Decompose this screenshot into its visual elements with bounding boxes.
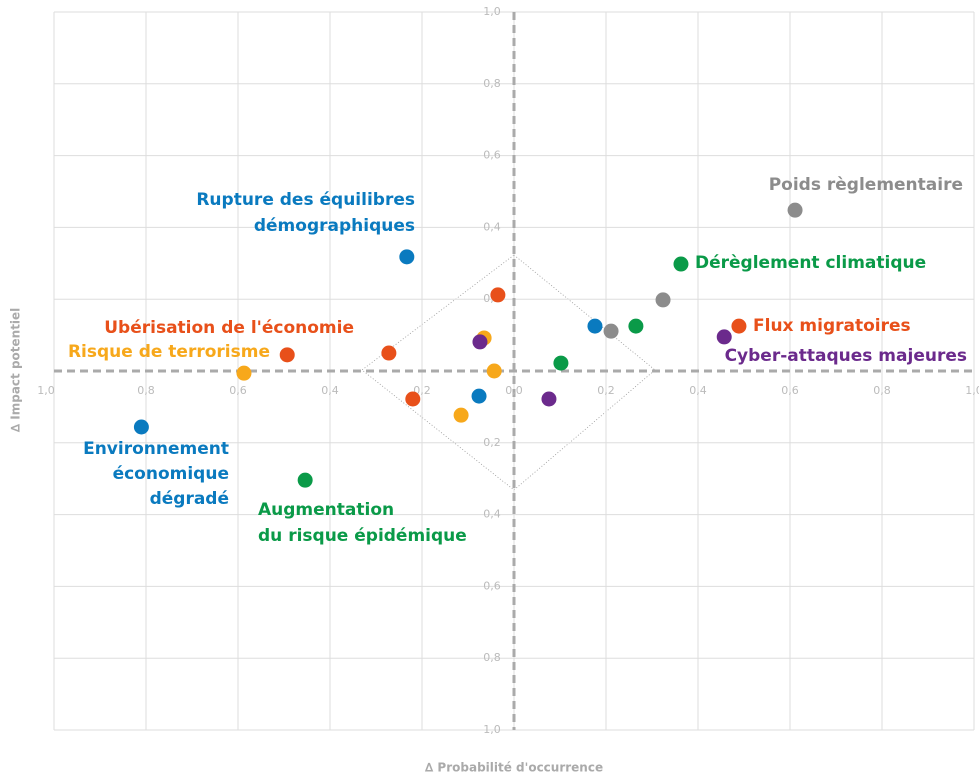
x-tick-label: 0,0 (505, 384, 523, 397)
point (297, 472, 313, 488)
annotation: Environnement (83, 439, 229, 459)
x-tick-label: 0,6 (781, 384, 799, 397)
y-tick-label: 0,4 (483, 220, 501, 233)
point (133, 419, 149, 435)
point (673, 256, 689, 272)
x-tick-label: 0,4 (321, 384, 339, 397)
annotation: Rupture des équilibres (196, 190, 415, 210)
threshold-diamond (361, 254, 656, 491)
point (471, 388, 487, 404)
point (628, 318, 644, 334)
annotation: Risque de terrorisme (68, 342, 270, 362)
annotation: du risque épidémique (258, 526, 467, 546)
point (453, 407, 469, 423)
point (490, 287, 506, 303)
x-tick-label: 1,0 (965, 384, 979, 397)
point (279, 347, 295, 363)
point (553, 355, 569, 371)
point (787, 202, 803, 218)
annotation: économique (113, 464, 229, 484)
y-tick-label: 1,0 (483, 5, 501, 18)
y-axis-title: ∆ Impact potentiel (9, 308, 23, 433)
point (472, 334, 488, 350)
y-tick-label: 1,0 (483, 723, 501, 736)
annotation: Augmentation (258, 500, 394, 520)
y-tick-label: 0,4 (483, 508, 501, 521)
y-tick-label: 0,8 (483, 651, 501, 664)
x-tick-label: 0,2 (597, 384, 615, 397)
point (716, 329, 732, 345)
annotation: Cyber-attaques majeures (725, 346, 967, 366)
annotation: Ubérisation de l'économie (104, 318, 354, 338)
point (405, 391, 421, 407)
annotation: démographiques (254, 216, 415, 236)
x-tick-label: 0,8 (873, 384, 891, 397)
annotation: dégradé (150, 489, 229, 509)
x-tick-label: 0,6 (229, 384, 247, 397)
x-tick-label: 1,0 (37, 384, 55, 397)
annotation: Poids règlementaire (769, 175, 963, 195)
point (236, 365, 252, 381)
point (603, 323, 619, 339)
x-tick-label: 0,4 (689, 384, 707, 397)
y-tick-label: 0,6 (483, 149, 501, 162)
point (381, 345, 397, 361)
y-tick-label: 0,8 (483, 77, 501, 90)
point (541, 391, 557, 407)
point (731, 318, 747, 334)
annotation: Dérèglement climatique (695, 253, 926, 273)
point (486, 363, 502, 379)
y-tick-label: 0,2 (483, 436, 501, 449)
y-tick-label: 0,6 (483, 579, 501, 592)
annotation: Flux migratoires (753, 316, 911, 336)
point (587, 318, 603, 334)
x-axis-title: ∆ Probabilité d'occurrence (425, 761, 603, 775)
x-tick-label: 0,8 (137, 384, 155, 397)
point (655, 292, 671, 308)
point (399, 249, 415, 265)
